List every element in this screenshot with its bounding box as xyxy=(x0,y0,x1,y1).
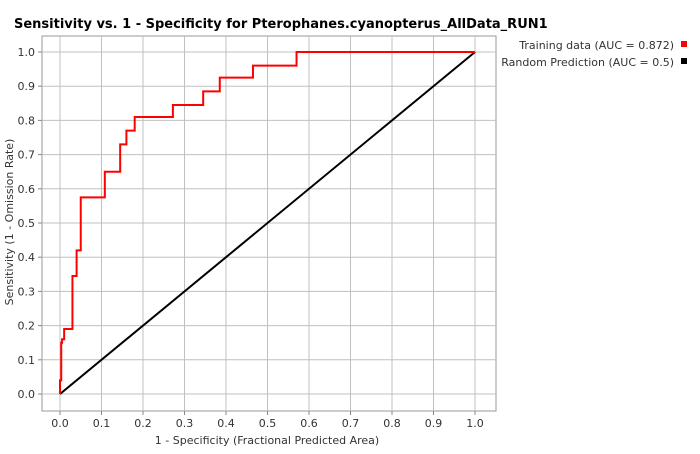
legend-swatch xyxy=(681,41,687,47)
y-tick-label: 1.0 xyxy=(18,46,36,59)
training-data-line xyxy=(59,51,475,394)
y-tick-label: 0.9 xyxy=(18,80,36,93)
x-tick-label: 0.4 xyxy=(217,417,235,430)
legend-item-label: Random Prediction (AUC = 0.5) xyxy=(501,56,674,69)
grid-lines xyxy=(42,36,496,411)
series-layer xyxy=(59,51,476,395)
x-tick-label: 0.9 xyxy=(425,417,443,430)
random-prediction-line xyxy=(59,51,476,395)
axis-ticks: 0.0 0.1 0.2 0.3 0.4 0.5 0.6 0.7 0.8 0.9 1.0 0.0 0.1 0… xyxy=(18,46,484,430)
chart-title: Sensitivity vs. 1 - Specificity for Pter… xyxy=(14,17,548,32)
x-tick-label: 0.6 xyxy=(300,417,318,430)
y-axis-title: Sensitivity (1 - Omission Rate) xyxy=(3,139,16,306)
x-tick-label: 0.5 xyxy=(259,417,277,430)
x-tick-label: 0.1 xyxy=(93,417,111,430)
y-tick-label: 0.7 xyxy=(18,149,36,162)
y-tick-label: 0.6 xyxy=(18,183,36,196)
x-tick-label: 0.8 xyxy=(383,417,401,430)
x-tick-label: 0.2 xyxy=(134,417,152,430)
y-tick-label: 0.4 xyxy=(18,251,36,264)
legend: Training data (AUC = 0.872) Random Predic… xyxy=(501,39,687,69)
x-tick-label: 1.0 xyxy=(466,417,484,430)
y-tick-label: 0.2 xyxy=(18,320,36,333)
x-tick-label: 0.0 xyxy=(51,417,69,430)
x-axis-title: 1 - Specificity (Fractional Predicted Ar… xyxy=(155,434,379,447)
y-tick-label: 0.0 xyxy=(18,388,36,401)
x-tick-label: 0.3 xyxy=(176,417,194,430)
y-tick-label: 0.3 xyxy=(18,285,36,298)
legend-swatch xyxy=(681,58,687,64)
x-tick-label: 0.7 xyxy=(342,417,360,430)
y-tick-label: 0.5 xyxy=(18,217,36,230)
y-tick-label: 0.1 xyxy=(18,354,36,367)
legend-item-label: Training data (AUC = 0.872) xyxy=(518,39,674,52)
y-tick-label: 0.8 xyxy=(18,114,36,127)
